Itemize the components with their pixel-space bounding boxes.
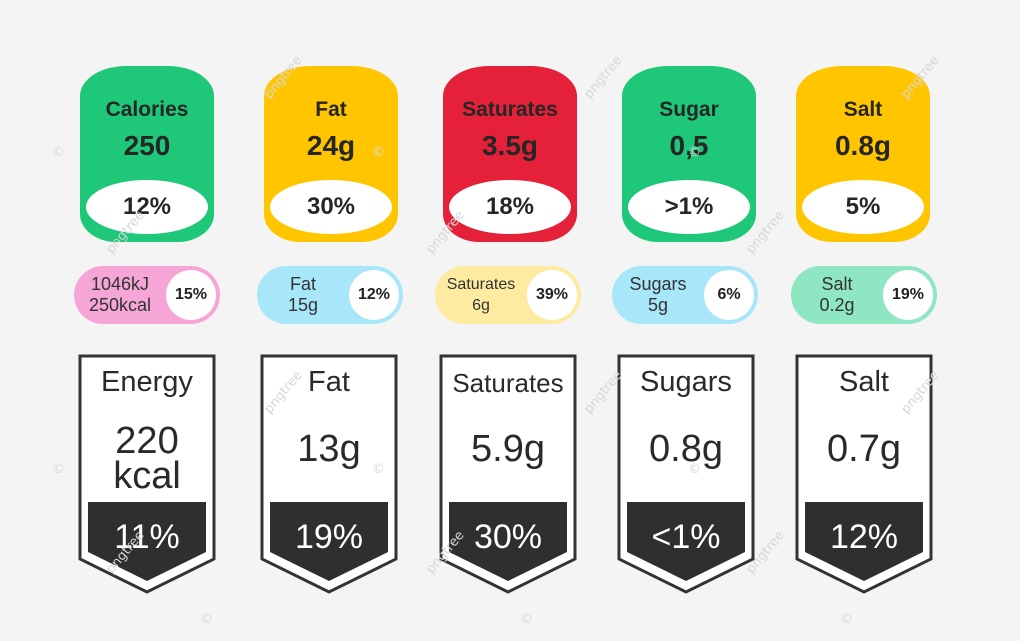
pill-percent: 15% [166,270,216,320]
shield-value-line2: kcal [113,455,181,497]
pill-percent: 6% [704,270,754,320]
pill-line1: Salt [821,274,853,294]
badge-percent: >1% [628,180,750,234]
shield-percent: 30% [473,518,543,556]
shield-name: Salt [839,366,889,398]
badge-fat: Fat 24g 30% [264,66,398,242]
shield-percent: 19% [294,518,364,556]
pill-energy: 1046kJ 250kcal 15% [74,266,220,324]
shield-value-line1: 0.7g [827,428,901,470]
pill-line2: 15g [287,295,319,315]
shield-name: Sugars [640,366,732,398]
pill-text: Fat 15g [265,274,341,316]
shield-saturates: Saturates 5.9g 30% [439,354,577,594]
shield-energy: Energy 220 kcal 11% [78,354,216,594]
badge-calories: Calories 250 12% [80,66,214,242]
copyright-icon: © [372,462,385,477]
pill-text: Salt 0.2g [799,274,875,316]
copyright-icon: © [520,612,533,627]
shield-outline [439,354,577,594]
badge-value: 0,5 [669,130,709,161]
pill-salt: Salt 0.2g 19% [791,266,937,324]
badge-value: 24g [306,130,356,161]
badge-name: Salt [843,98,883,121]
copyright-icon: © [200,612,213,627]
shield-fat: Fat 13g 19% [260,354,398,594]
pill-percent: 12% [349,270,399,320]
badge-percent: 5% [802,180,924,234]
copyright-icon: © [52,462,65,477]
shield-value-line1: 5.9g [471,428,545,470]
pill-line2: 0.2g [819,295,855,315]
shield-sugars: Sugars 0.8g <1% [617,354,755,594]
badge-percent: 18% [449,180,571,234]
shield-name: Fat [308,366,350,398]
badge-sugar: Sugar 0,5 >1% [622,66,756,242]
badge-name: Saturates [462,98,558,121]
pill-line2: 250kcal [88,295,152,315]
pill-line2: 5g [647,295,669,315]
watermark-text: pngtree [581,53,626,102]
shield-outline [617,354,755,594]
copyright-icon: © [688,462,701,477]
badge-name: Fat [315,98,347,121]
pill-line1: Fat [289,274,316,294]
badge-salt: Salt 0.8g 5% [796,66,930,242]
pill-text: Sugars 5g [620,274,696,316]
shield-name: Saturates [452,368,564,398]
shield-value-line1: 0.8g [649,428,723,470]
shield-percent: <1% [651,518,721,556]
badge-percent: 30% [270,180,392,234]
badge-name: Sugar [659,98,719,121]
badge-value: 0.8g [834,130,892,161]
copyright-icon: © [688,145,701,160]
badge-saturates: Saturates 3.5g 18% [443,66,577,242]
shield-outline [260,354,398,594]
pill-fat: Fat 15g 12% [257,266,403,324]
shield-percent: 12% [829,518,899,556]
copyright-icon: © [840,612,853,627]
shield-name: Energy [101,366,193,398]
pill-line2: 6g [472,297,490,314]
badge-value: 250 [123,130,171,161]
shield-value-line1: 220 [115,420,179,462]
pill-percent: 39% [527,270,577,320]
shield-salt: Salt 0.7g 12% [795,354,933,594]
pill-saturates: Saturates 6g 39% [435,266,581,324]
pill-line1: Saturates [446,276,516,293]
shield-outline [78,354,216,594]
pill-text: Saturates 6g [443,274,519,316]
shield-value: 220 kcal [78,420,216,497]
shield-value: 0.8g [617,428,755,470]
pill-percent: 19% [883,270,933,320]
shield-outline [795,354,933,594]
badge-value: 3.5g [481,130,539,161]
shield-value: 5.9g [439,428,577,470]
pill-line1: 1046kJ [90,274,150,294]
shield-percent: 11% [114,518,180,556]
shield-value: 13g [260,428,398,470]
pill-line1: Sugars [629,274,687,294]
badge-name: Calories [105,98,189,121]
shield-value-line1: 13g [297,428,361,470]
copyright-icon: © [52,145,65,160]
shield-value: 0.7g [795,428,933,470]
pill-sugars: Sugars 5g 6% [612,266,758,324]
copyright-icon: © [372,145,385,160]
pill-text: 1046kJ 250kcal [82,274,158,316]
badge-percent: 12% [86,180,208,234]
